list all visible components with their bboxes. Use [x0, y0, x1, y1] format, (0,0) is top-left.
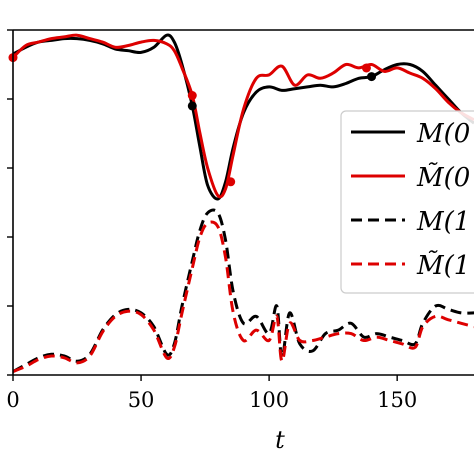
series-m1-dashed-red	[13, 220, 474, 373]
x-tick-label: 50	[128, 388, 155, 412]
x-tick-label: 0	[6, 388, 19, 412]
ticks: 0 50 100 150	[6, 29, 417, 412]
legend-entry-label: M(0	[416, 119, 470, 149]
marker-point	[226, 177, 236, 187]
series-m0-solid-red	[13, 33, 474, 199]
marker-point	[361, 63, 371, 73]
x-tick-label: 150	[377, 388, 417, 412]
legend-entry-label: M̃(1	[416, 250, 470, 281]
series-m0-solid-black	[13, 33, 474, 201]
legend-entry-label: M(1	[416, 207, 470, 237]
marker-point	[187, 101, 197, 111]
legend: M(0 M̃(0 M(1 M̃(1	[340, 110, 474, 294]
plot-lines	[13, 33, 474, 373]
marker-point	[187, 91, 197, 101]
marker-point	[367, 72, 377, 82]
legend-box	[340, 110, 474, 294]
legend-entry-label: M̃(0	[416, 162, 470, 193]
x-tick-label: 100	[249, 388, 289, 412]
x-axis-label: t	[275, 426, 285, 454]
plot-markers	[8, 53, 377, 187]
